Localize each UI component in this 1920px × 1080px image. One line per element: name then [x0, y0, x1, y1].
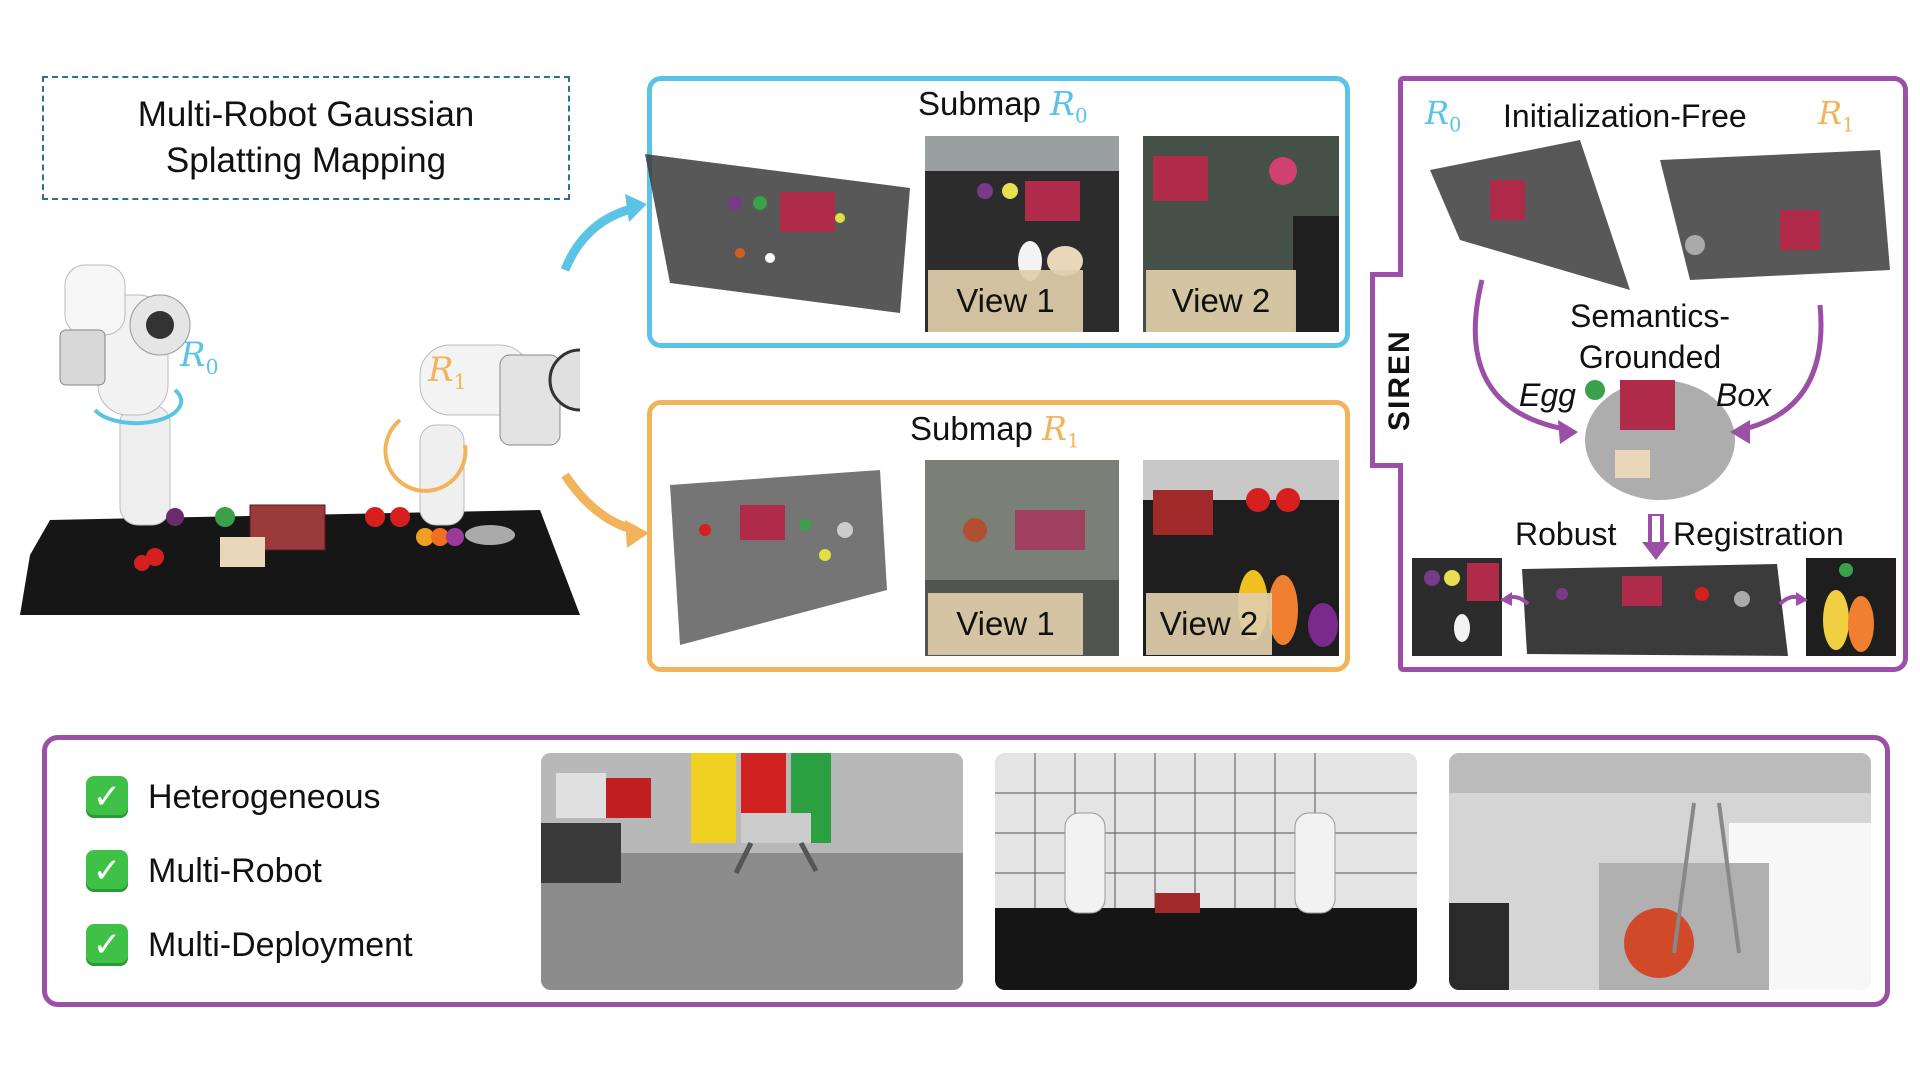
- submap-r1-label: Submap: [910, 410, 1033, 447]
- box-label: Box: [1716, 377, 1772, 413]
- title-line-1: Multi-Robot Gaussian: [137, 95, 475, 134]
- features-panel: [42, 735, 1890, 1007]
- registration-right-image: [1806, 558, 1896, 656]
- init-free-label: Initialization-Free: [1503, 98, 1747, 134]
- siren-panel: [1403, 76, 1908, 672]
- title-line-2: Splatting Mapping: [165, 141, 447, 180]
- robot-scene-illustration: [20, 264, 580, 615]
- registration-left-image: [1412, 558, 1502, 656]
- submap-r1-pointcloud: [670, 470, 887, 645]
- submap-r1-title: Submap R1: [910, 409, 1080, 453]
- semantics-grounded-label: Semantics- Grounded: [1569, 298, 1731, 375]
- siren-notch: [1370, 272, 1403, 468]
- submap-r0-title: Submap R0: [918, 84, 1088, 128]
- submap-r1-symbol: R1: [1042, 409, 1080, 453]
- siren-notch-bottom: [1398, 468, 1403, 672]
- submap-r0-label: Submap: [918, 85, 1041, 122]
- registration-merged-map: [1522, 564, 1788, 656]
- submap-r0-view1-tag: View 1: [928, 270, 1083, 332]
- feature-label: Multi-Robot: [148, 851, 322, 890]
- registration-label: Registration: [1673, 516, 1844, 552]
- check-icon: ✓: [86, 924, 128, 966]
- siren-notch-top: [1398, 76, 1403, 272]
- egg-label: Egg: [1519, 377, 1576, 413]
- registration-down-arrow: [1642, 514, 1670, 560]
- check-icon: ✓: [86, 776, 128, 818]
- registration-side-arrows: [1500, 592, 1808, 606]
- check-icon: ✓: [86, 850, 128, 892]
- dual-arm-robots-photo: [995, 753, 1417, 990]
- siren-pointclouds: [1430, 140, 1890, 500]
- submap-r0-pointcloud: [645, 154, 910, 313]
- title-box: Multi-Robot Gaussian Splatting Mapping: [42, 76, 570, 200]
- feature-multi-deployment: ✓ Multi-Deployment: [86, 924, 413, 966]
- feature-label: Multi-Deployment: [148, 925, 413, 964]
- siren-r1-label: R1: [1818, 94, 1855, 137]
- submap-r1-panel: [647, 400, 1350, 672]
- feature-multi-robot: ✓ Multi-Robot: [86, 850, 322, 892]
- flow-arrows: [560, 194, 649, 548]
- submap-r0-panel: [647, 76, 1350, 348]
- submap-r1-view1-tag: View 1: [928, 593, 1083, 655]
- submap-r0-view2-tag: View 2: [1146, 270, 1296, 332]
- siren-label: SIREN: [1383, 329, 1416, 431]
- indoor-lab-photo: [1449, 753, 1871, 990]
- robot-r1-label: R1: [428, 350, 467, 394]
- feature-label: Heterogeneous: [148, 777, 381, 816]
- robust-label: Robust: [1515, 516, 1617, 552]
- quadruped-robot-photo: [541, 753, 963, 990]
- submap-r1-view2-tag: View 2: [1146, 593, 1272, 655]
- siren-r0-label: R0: [1425, 94, 1462, 137]
- submap-r0-symbol: R0: [1050, 84, 1088, 128]
- feature-heterogeneous: ✓ Heterogeneous: [86, 776, 381, 818]
- robot-r0-label: R0: [180, 335, 219, 379]
